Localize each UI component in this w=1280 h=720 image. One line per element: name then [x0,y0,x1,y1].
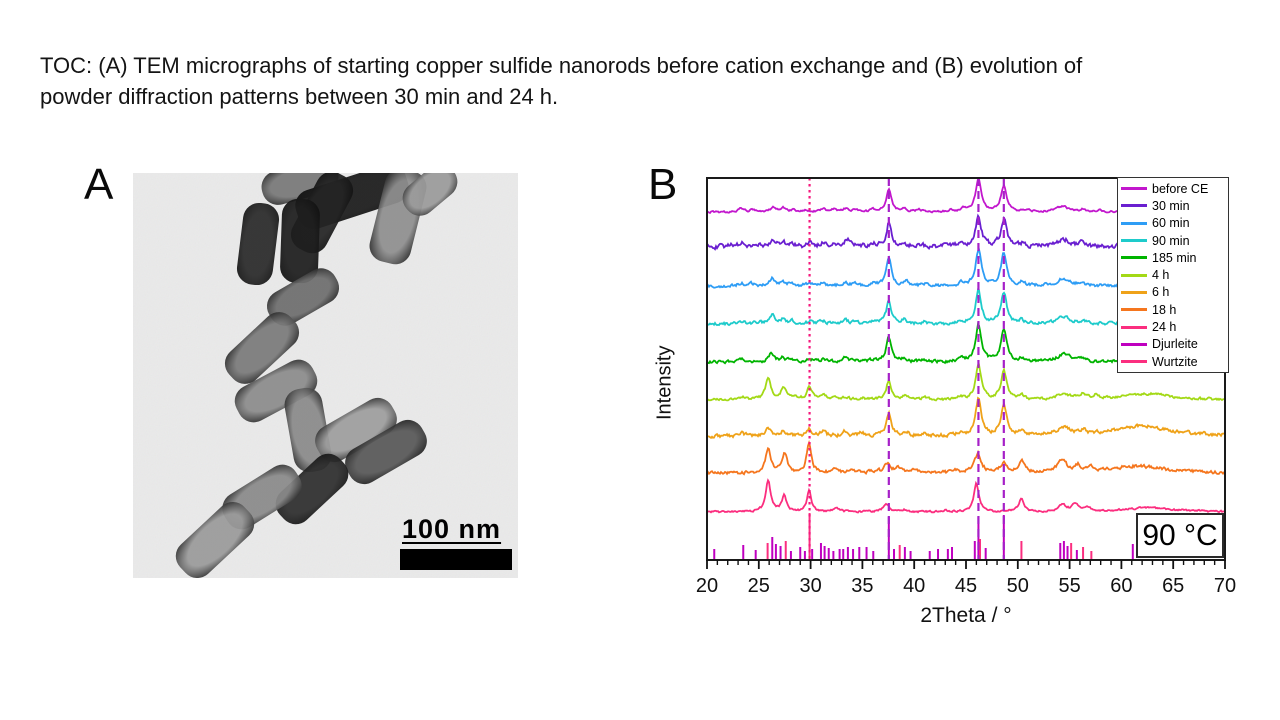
xrd-curve-18-h [707,439,1225,476]
legend-line-sample [1121,325,1147,329]
legend-entry: 90 min [1121,232,1225,249]
legend-entry: 60 min [1121,215,1225,232]
legend-label: 185 min [1152,250,1197,265]
x-tick-label: 35 [851,575,873,597]
x-tick-label: 50 [1007,575,1029,597]
temperature-annotation: 90 °C [1136,513,1224,558]
caption-line-1: TOC: (A) TEM micrographs of starting cop… [40,53,1083,78]
nanorod [235,201,281,287]
legend-line-sample [1121,187,1147,191]
x-tick-label: 60 [1110,575,1132,597]
tem-micrograph: 100 nm [133,173,518,578]
legend-label: Djurleite [1152,337,1198,352]
legend-label: 90 min [1152,233,1190,248]
panel-a-label: A [84,160,114,209]
legend-entry: 30 min [1121,197,1225,214]
legend-entry: 24 h [1121,318,1225,335]
legend-entry: 6 h [1121,284,1225,301]
legend-line-sample [1121,290,1147,294]
legend-entry: Wurtzite [1121,353,1225,370]
y-axis-label: Intensity [653,345,676,420]
legend-entry: before CE [1121,180,1225,197]
legend-line-sample [1121,273,1147,277]
legend-label: before CE [1152,181,1209,196]
xrd-plot: 20 25 30 35 40 45 50 55 60 65 70 2Theta / ° before … [687,168,1247,628]
x-tick-label: 20 [696,575,718,597]
xrd-chart-canvas: 20 25 30 35 40 45 50 55 60 65 70 2Theta / ° [696,177,1236,627]
xrd-curve-4-h [707,363,1225,402]
panel-b-label: B [648,160,678,209]
x-tick-label: 45 [955,575,977,597]
x-axis-label: 2Theta / ° [920,604,1011,627]
x-tick-label: 70 [1214,575,1236,597]
legend-entry: 18 h [1121,301,1225,318]
legend-entry: 185 min [1121,249,1225,266]
scale-bar-label: 100 nm [402,514,502,544]
legend-label: 60 min [1152,216,1190,231]
xrd-curve-6-h [707,396,1225,439]
x-tick-label: 40 [903,575,925,597]
scale-bar-rect [400,549,512,570]
legend-label: 6 h [1152,285,1170,300]
legend-line-sample [1121,239,1147,243]
legend-line-sample [1121,204,1147,208]
x-tick-label: 65 [1162,575,1184,597]
scale-bar: 100 nm [400,514,512,570]
x-tick-label: 55 [1058,575,1080,597]
legend-entry: Djurleite [1121,336,1225,353]
legend-label: 4 h [1152,268,1170,283]
legend-label: 18 h [1152,302,1177,317]
legend-entry: 4 h [1121,266,1225,283]
legend-line-sample [1121,360,1147,364]
x-tick-label: 30 [799,575,821,597]
figure-caption: TOC: (A) TEM micrographs of starting cop… [40,50,1220,112]
caption-line-2: powder diffraction patterns between 30 m… [40,84,559,110]
legend-label: 30 min [1152,198,1190,213]
legend-line-sample [1121,308,1147,312]
legend-line-sample [1121,221,1147,225]
legend-line-sample [1121,342,1147,346]
legend: before CE 30 min 60 min 90 min 185 min 4 h 6 h… [1117,177,1229,374]
xrd-curve-24-h [707,478,1225,514]
x-tick-label: 25 [748,575,770,597]
legend-label: Wurtzite [1152,354,1198,369]
legend-label: 24 h [1152,320,1177,335]
legend-line-sample [1121,256,1147,260]
